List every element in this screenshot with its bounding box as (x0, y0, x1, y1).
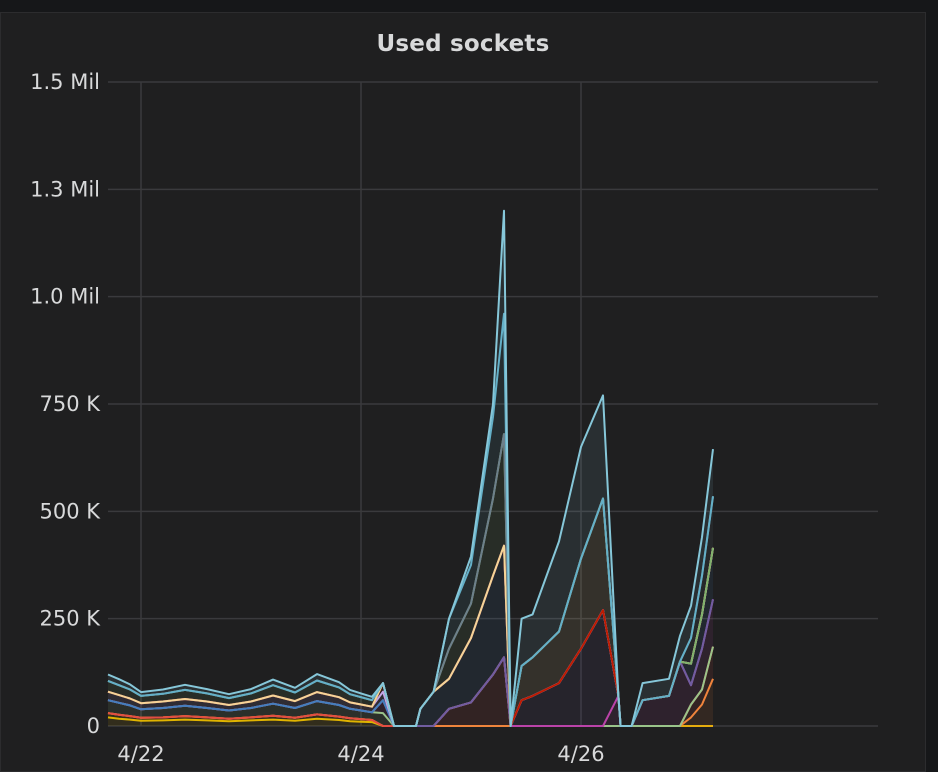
x-axis-ticks: 4/22 4/24 4/26 (117, 742, 604, 766)
y-tick-label: 0 (87, 714, 100, 738)
series-area-11 (108, 434, 713, 726)
series-area-14 (108, 210, 713, 727)
series-lines (107, 209, 714, 727)
series-area-5 (108, 599, 713, 726)
x-tick-label: 4/22 (117, 742, 164, 766)
x-tick-label: 4/24 (337, 742, 384, 766)
series-area-10 (108, 498, 713, 726)
chart-panel: Used sockets (0, 12, 926, 772)
y-tick-label: 1.0 Mil (30, 285, 100, 309)
series-line-13 (107, 312, 714, 727)
panel-title: Used sockets (376, 31, 550, 57)
series-line-11 (107, 433, 714, 727)
y-tick-label: 500 K (39, 499, 101, 523)
series-area-6 (108, 599, 713, 726)
series-line-14 (107, 209, 714, 727)
x-tick-label: 4/26 (557, 742, 604, 766)
y-tick-label: 250 K (39, 607, 101, 631)
series-areas (108, 210, 713, 727)
y-tick-label: 1.3 Mil (30, 177, 100, 201)
series-area-4 (108, 646, 713, 726)
y-tick-label: 1.5 Mil (30, 70, 100, 94)
y-tick-label: 750 K (39, 392, 101, 416)
series-area-0 (108, 717, 713, 726)
series-area-13 (108, 313, 713, 726)
series-area-12 (108, 434, 713, 726)
y-axis-ticks: 0 250 K 500 K 750 K 1.0 Mil 1.3 Mil 1.5 Mil (30, 70, 101, 738)
grid-lines (108, 81, 878, 727)
series-line-12 (107, 433, 714, 727)
